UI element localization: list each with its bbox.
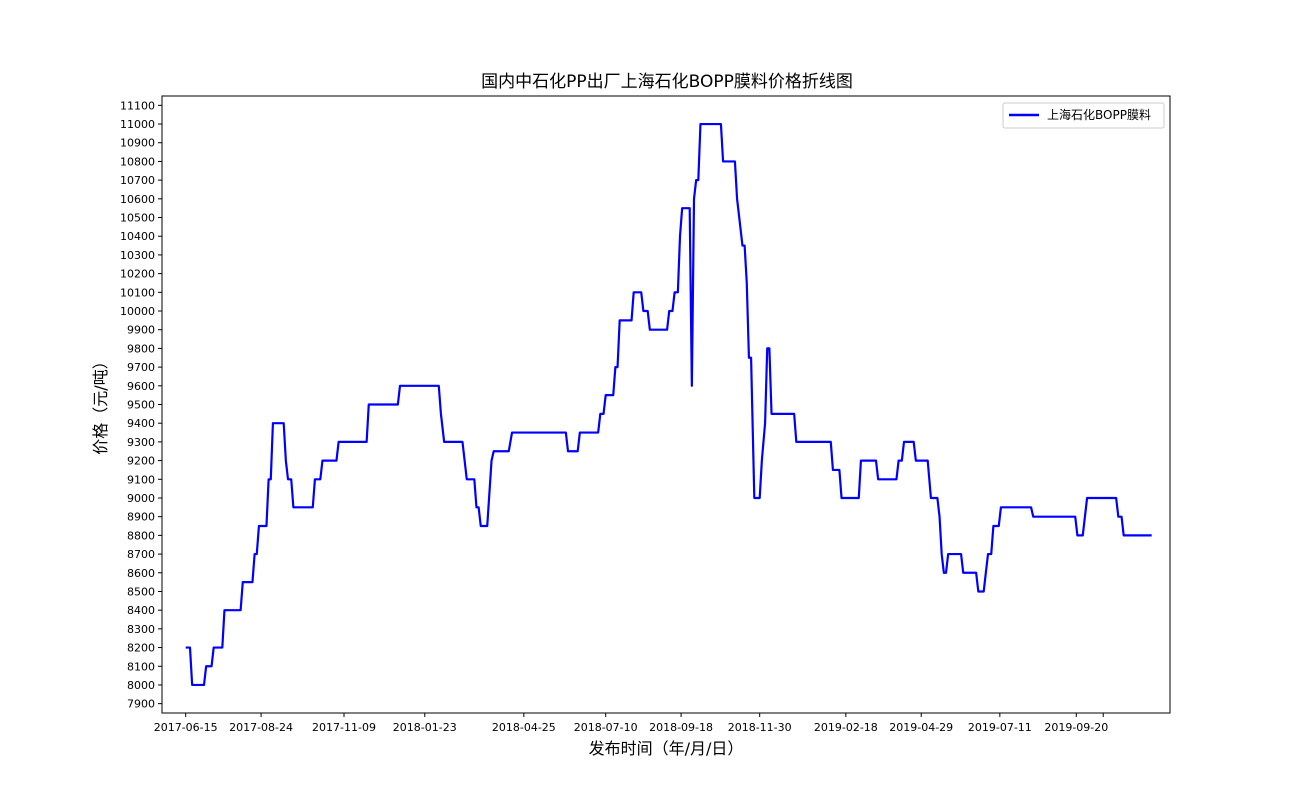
y-tick-label: 9300 [127,436,155,449]
chart-title: 国内中石化PP出厂上海石化BOPP膜料价格折线图 [481,72,853,92]
y-tick-label: 9700 [127,361,155,374]
y-tick-label: 8000 [127,679,155,692]
y-tick-label: 8800 [127,529,155,542]
x-tick-label: 2019-07-11 [968,721,1032,734]
x-tick-label: 2018-09-18 [649,721,713,734]
x-tick-label: 2017-06-15 [154,721,218,734]
plot-area-frame [161,95,1171,714]
x-tick-label: 2017-08-24 [229,721,293,734]
y-tick-label: 8600 [127,567,155,580]
x-tick-label: 2018-01-23 [393,721,457,734]
y-tick-label: 9500 [127,399,155,412]
y-tick-label: 9000 [127,492,155,505]
y-tick-label: 11100 [120,99,155,112]
y-tick-label: 8100 [127,660,155,673]
x-axis-label: 发布时间（年/月/日） [589,739,744,758]
y-tick-label: 10400 [120,230,155,243]
x-tick-label: 2018-07-10 [574,721,638,734]
x-tick-label: 2018-11-30 [728,721,792,734]
legend: 上海石化BOPP膜料 [1002,102,1165,129]
y-axis-label: 价格（元/吨） [91,353,110,454]
y-tick-label: 10600 [120,193,155,206]
y-tick-label: 7900 [127,698,155,711]
y-axis-ticks: 7900 8000 8100 8200 8300 8400 8500 8600 8700 8800… [120,99,162,711]
legend-label: 上海石化BOPP膜料 [1047,107,1151,122]
x-tick-label: 2017-11-09 [312,721,376,734]
x-tick-label: 2019-09-20 [1044,721,1108,734]
y-tick-label: 9800 [127,342,155,355]
y-tick-label: 8200 [127,642,155,655]
y-tick-label: 8900 [127,511,155,524]
y-tick-label: 10900 [120,137,155,150]
y-tick-label: 8500 [127,585,155,598]
series-layer [185,122,1152,687]
y-tick-label: 10800 [120,155,155,168]
series-line [185,122,1152,687]
y-tick-label: 9400 [127,417,155,430]
y-tick-label: 9100 [127,473,155,486]
x-axis-ticks: 2017-06-15 2017-08-24 2017-11-09 2018-01-23… [154,713,1108,734]
y-tick-label: 8400 [127,604,155,617]
x-tick-label: 2019-04-29 [889,721,953,734]
y-tick-label: 9600 [127,380,155,393]
y-tick-label: 9900 [127,324,155,337]
y-tick-label: 10300 [120,249,155,262]
x-tick-label: 2019-02-18 [814,721,878,734]
y-tick-label: 11000 [120,118,155,131]
x-tick-label: 2018-04-25 [492,721,556,734]
y-tick-label: 8300 [127,623,155,636]
y-tick-label: 10200 [120,268,155,281]
y-tick-label: 8700 [127,548,155,561]
y-tick-label: 9200 [127,455,155,468]
y-tick-label: 10700 [120,174,155,187]
y-tick-label: 10000 [120,305,155,318]
legend-box [1002,102,1165,129]
y-tick-label: 10100 [120,286,155,299]
y-tick-label: 10500 [120,212,155,225]
